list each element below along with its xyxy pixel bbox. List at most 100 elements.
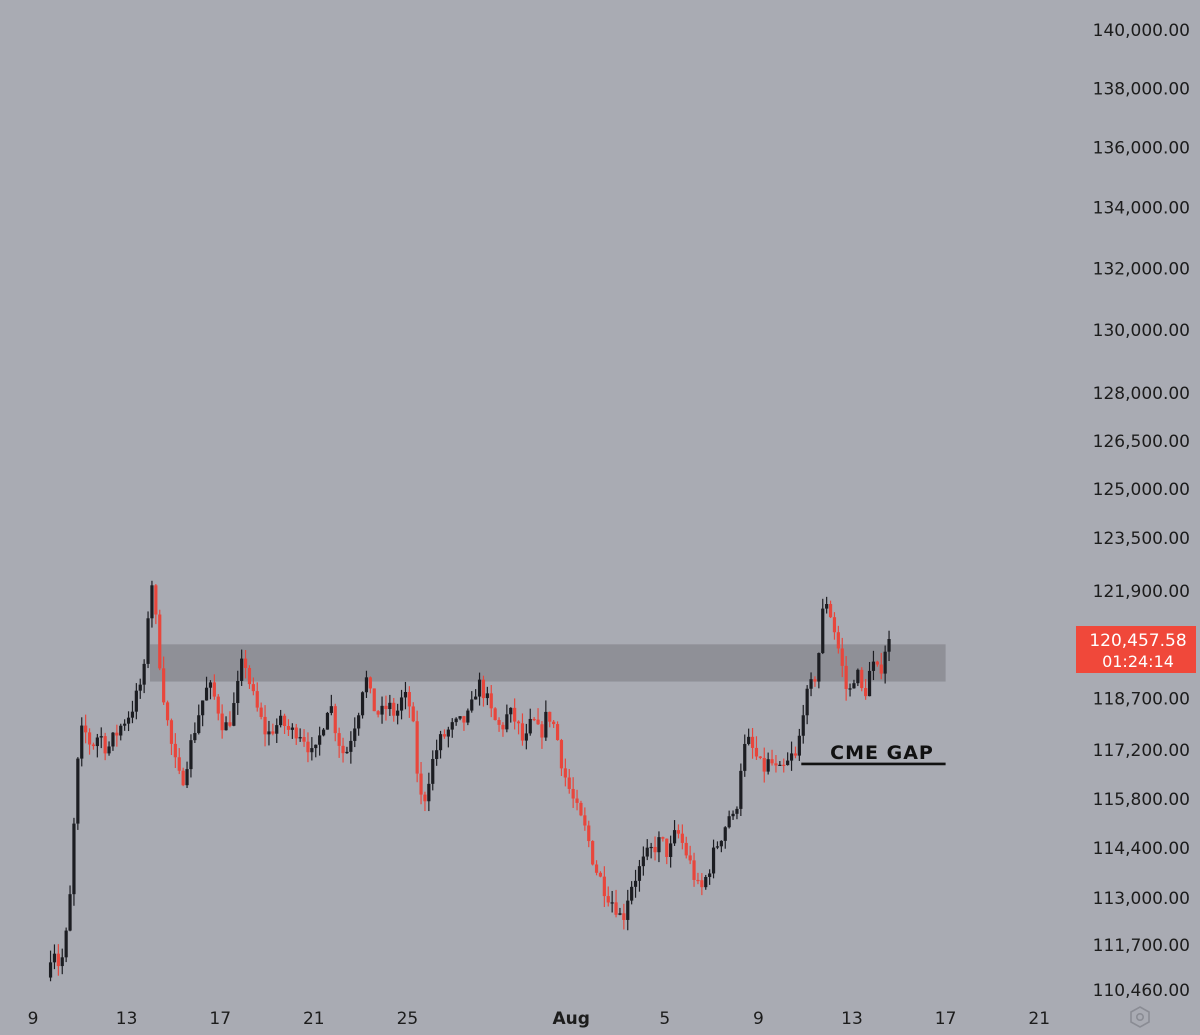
candle-body — [197, 715, 201, 734]
candle-body — [704, 876, 708, 888]
candle-body — [630, 886, 634, 901]
candle-body — [321, 729, 326, 736]
candle-body — [423, 794, 427, 802]
candle-body — [598, 872, 603, 877]
candle-body — [532, 718, 536, 721]
price-axis[interactable]: 140,000.00 138,000.00 136,000.00 134,000.00… — [1093, 21, 1190, 1001]
candle-body — [871, 661, 876, 671]
candle-body — [126, 717, 131, 724]
y-tick-label: 128,000.00 — [1093, 384, 1190, 404]
current-price-label: 120,457.58 — [1089, 631, 1186, 651]
candle-body — [52, 953, 57, 963]
candle-body — [848, 688, 852, 690]
candle-body — [680, 833, 684, 843]
candle-body — [450, 722, 454, 730]
candle-body — [357, 715, 361, 729]
x-tick-label: Aug — [552, 1009, 589, 1029]
candle-body — [181, 770, 185, 786]
candle-body — [672, 830, 677, 844]
candle-body — [325, 712, 330, 730]
candle-body — [852, 683, 856, 689]
candle-body — [641, 856, 645, 867]
candles-layer — [48, 580, 891, 982]
y-tick-label: 121,900.00 — [1093, 582, 1190, 602]
candle-body — [875, 661, 879, 665]
candle-body — [520, 723, 525, 741]
candle-body — [684, 842, 688, 856]
candle-body — [466, 710, 470, 723]
candle-body — [290, 727, 294, 730]
candle-body — [438, 734, 443, 751]
candle-body — [879, 664, 883, 674]
candle-body — [614, 902, 618, 915]
candle-body — [193, 733, 197, 741]
candle-body — [411, 706, 415, 722]
y-tick-label: 110,460.00 — [1093, 981, 1190, 1001]
candle-body — [840, 648, 844, 666]
candle-body — [591, 841, 595, 865]
candle-body — [575, 798, 579, 803]
candle-body — [392, 702, 396, 716]
candle-body — [142, 663, 146, 685]
candle-body — [528, 718, 532, 734]
candle-body — [64, 930, 68, 958]
candle-body — [216, 696, 220, 714]
candle-body — [360, 692, 365, 716]
candle-body — [676, 830, 681, 834]
y-tick-label: 117,200.00 — [1093, 741, 1190, 761]
candle-body — [236, 680, 240, 704]
candle-body — [384, 705, 388, 710]
candle-body — [185, 769, 189, 786]
candle-body — [657, 837, 661, 853]
candle-body — [267, 731, 271, 735]
candle-body — [318, 735, 322, 745]
y-tick-label: 126,500.00 — [1093, 432, 1190, 452]
candle-body — [154, 585, 158, 615]
candle-body — [399, 697, 404, 711]
candle-body — [661, 837, 665, 839]
candle-body — [271, 731, 275, 734]
candle-body — [130, 711, 135, 718]
x-tick-label: 13 — [841, 1009, 863, 1029]
candle-body — [169, 720, 174, 744]
candle-body — [700, 880, 704, 888]
candle-body — [228, 722, 232, 726]
candle-body — [60, 957, 64, 967]
candle-body — [435, 750, 439, 759]
candle-body — [103, 736, 107, 754]
candle-body — [692, 860, 696, 880]
y-tick-label: 118,700.00 — [1093, 690, 1190, 710]
candle-body — [696, 879, 700, 882]
resistance-zone — [150, 644, 946, 682]
candle-body — [95, 737, 99, 747]
candle-body — [766, 759, 770, 772]
candle-body — [310, 748, 314, 753]
candle-body — [314, 744, 318, 749]
candle-body — [555, 724, 560, 741]
candle-body — [536, 719, 540, 725]
candle-body — [80, 725, 84, 759]
candle-body — [364, 677, 369, 693]
candle-body — [224, 722, 228, 731]
time-axis[interactable]: 9 13 17 21 25 Aug 5 9 13 17 21 — [28, 1009, 1050, 1029]
y-tick-label: 111,700.00 — [1093, 936, 1190, 956]
candle-body — [770, 759, 774, 764]
candle-body — [583, 815, 587, 826]
candle-body — [255, 691, 259, 708]
candle-body — [349, 740, 353, 752]
settings-icon[interactable] — [1130, 1006, 1150, 1028]
candle-body — [212, 682, 216, 697]
y-tick-label: 138,000.00 — [1093, 79, 1190, 99]
candle-body — [715, 846, 720, 848]
candle-body — [563, 768, 567, 778]
candle-body — [263, 716, 267, 735]
candle-body — [368, 677, 372, 689]
candle-body — [579, 802, 583, 816]
y-tick-label: 140,000.00 — [1093, 21, 1190, 41]
candle-body — [493, 708, 497, 720]
candle-body — [48, 962, 53, 978]
candle-body — [302, 737, 306, 742]
candle-body — [669, 843, 673, 857]
candle-body — [173, 743, 177, 758]
candle-body — [275, 725, 279, 734]
